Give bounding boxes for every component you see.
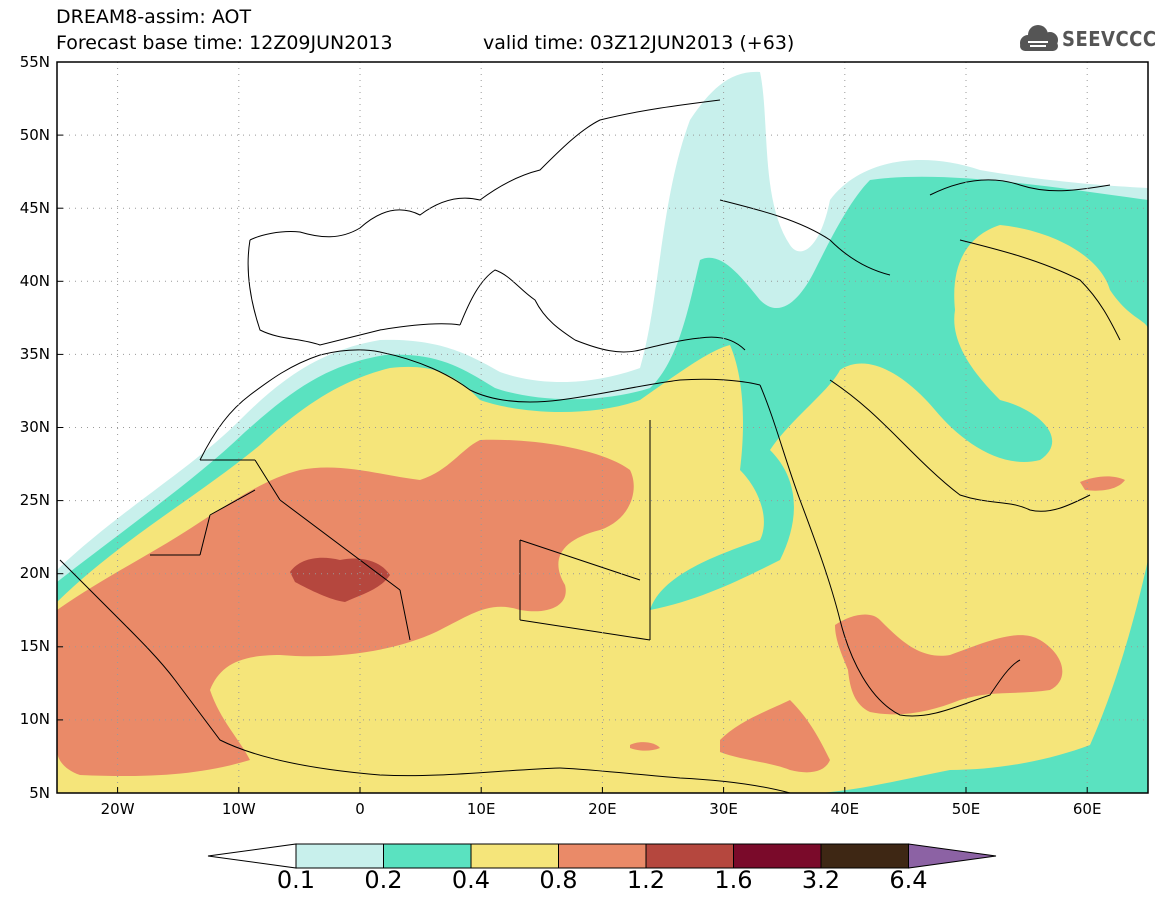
colorbar-swatch-0.4 — [470, 843, 559, 869]
colorbar-label: 0.2 — [364, 866, 403, 894]
lon-label: 50E — [951, 800, 981, 818]
lat-label: 50N — [19, 126, 50, 144]
chart-title: DREAM8-assim: AOT — [56, 6, 252, 28]
lon-label: 0 — [355, 800, 365, 818]
colorbar-label: 6.4 — [889, 866, 928, 894]
lon-label: 10E — [466, 800, 496, 818]
colorbar-swatch-1.2 — [645, 843, 734, 869]
lon-label: 40E — [830, 800, 860, 818]
colorbar-swatch-0.1 — [295, 843, 384, 869]
lat-label: 40N — [19, 272, 50, 290]
colorbar-label: 0.1 — [276, 866, 316, 894]
lat-label: 55N — [19, 53, 50, 71]
lat-label: 10N — [19, 710, 50, 728]
lon-label: 30E — [709, 800, 738, 818]
colorbar-label: 0.8 — [539, 866, 578, 894]
lat-label: 5N — [29, 784, 50, 802]
lat-label: 30N — [19, 418, 50, 436]
lat-label: 35N — [19, 345, 50, 363]
lat-label: 20N — [19, 564, 50, 582]
colorbar-under-arrow — [207, 843, 297, 869]
colorbar-swatch-0.8 — [558, 843, 647, 869]
coastlines — [59, 99, 1121, 793]
cloud-icon — [1020, 25, 1058, 51]
valid-time: valid time: 03Z12JUN2013 (+63) — [483, 32, 795, 54]
colorbar-label: 3.2 — [801, 866, 841, 894]
lat-label: 15N — [19, 637, 50, 655]
lon-label: 10W — [221, 800, 256, 818]
axis-ticks — [57, 61, 1088, 794]
logo-text: SEEVCCC — [1062, 27, 1157, 51]
colorbar-swatch-3.2 — [820, 843, 909, 869]
lat-label: 45N — [19, 199, 50, 217]
lon-label: 20W — [100, 800, 135, 818]
lon-label: 60E — [1072, 800, 1102, 818]
aot-level-0.8 — [57, 439, 1125, 777]
colorbar-swatch-0.2 — [383, 843, 472, 869]
base-time: Forecast base time: 12Z09JUN2013 — [56, 32, 393, 54]
lon-label: 20E — [588, 800, 617, 818]
lat-label: 25N — [19, 491, 50, 509]
colorbar-label: 1.6 — [714, 866, 753, 894]
aot-level-1.2 — [290, 557, 390, 602]
colorbar-swatch-1.6 — [733, 843, 822, 869]
colorbar — [207, 843, 997, 869]
colorbar-label: 0.4 — [451, 866, 491, 894]
colorbar-over-arrow — [908, 843, 997, 869]
colorbar-label: 1.2 — [626, 866, 666, 894]
